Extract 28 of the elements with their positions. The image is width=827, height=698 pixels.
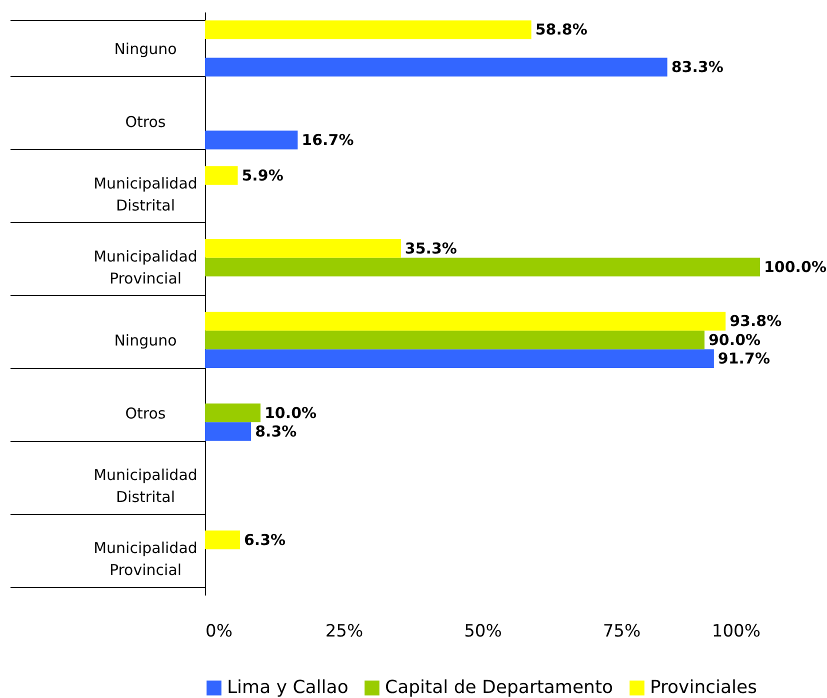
y-tick-label: Ninguno — [114, 40, 177, 58]
x-tick-label: 100% — [712, 622, 760, 642]
data-label: 16.7% — [302, 131, 354, 150]
y-tick-label: Municipalidad Provincial — [94, 248, 198, 288]
y-tick-label: Municipalidad Provincial — [94, 539, 198, 580]
y-tick-label: Ninguno — [114, 331, 177, 350]
legend-label: Capital de Departamento — [385, 677, 614, 698]
legend-label: Lima y Callao — [227, 677, 348, 698]
y-tick-label: Otros — [125, 404, 166, 422]
data-label: 93.8% — [730, 312, 782, 330]
y-tick-label: Municipalidad Distrital — [94, 466, 198, 506]
data-label: 58.8% — [535, 20, 588, 39]
x-tick-label: 0% — [206, 622, 232, 642]
data-label: 5.9% — [242, 166, 284, 184]
data-label: 90.0% — [708, 330, 761, 349]
data-label: 35.3% — [404, 239, 457, 258]
data-label: 91.7% — [718, 350, 770, 368]
x-tick-label: 75% — [602, 622, 641, 642]
data-label: 6.3% — [244, 530, 286, 549]
legend-label: Provinciales — [650, 677, 757, 698]
x-tick-label: 25% — [325, 622, 364, 642]
x-tick-label: 50% — [464, 622, 502, 642]
data-label: 8.3% — [255, 422, 297, 441]
data-label: 100.0% — [764, 258, 826, 276]
y-tick-label: Otros — [125, 112, 166, 131]
data-label: 83.3% — [671, 58, 724, 76]
y-tick-label: Municipalidad Distrital — [94, 174, 198, 215]
data-label: 10.0% — [264, 404, 317, 422]
